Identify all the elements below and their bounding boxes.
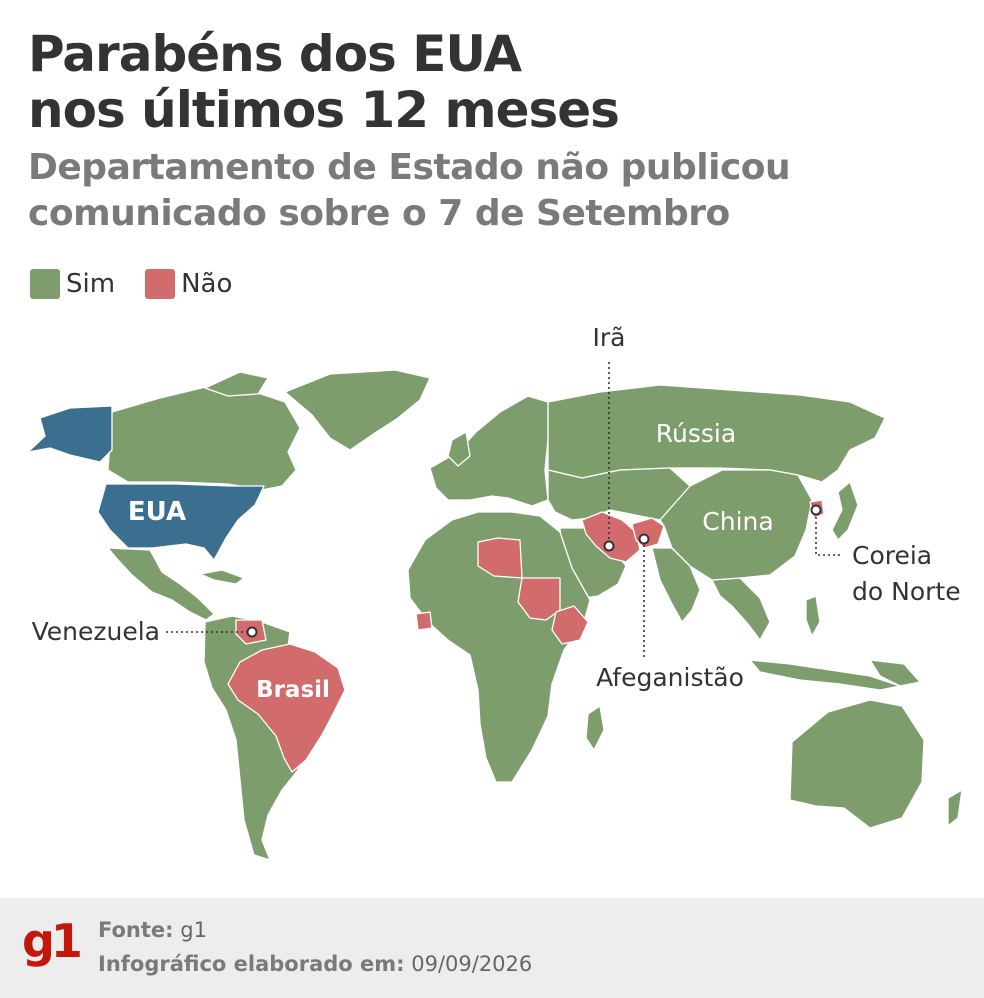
madagascar-region [585, 705, 605, 751]
brazil-region [227, 643, 346, 773]
label-eua: EUA [128, 497, 186, 527]
footer-source-label: Fonte: [98, 918, 174, 942]
canada-region [107, 385, 301, 491]
japan-region [831, 481, 859, 541]
british-isles-region [447, 431, 471, 467]
philippines-region [805, 595, 821, 637]
label-brasil: Brasil [256, 677, 330, 703]
world-map: EUA Brasil Rússia China Irã Afeganistão … [27, 323, 963, 861]
usa-region [97, 483, 265, 561]
legend-label-sim: Sim [66, 269, 116, 299]
footer: g1 Fonte: g1 Infográfico elaborado em: 0… [0, 898, 984, 998]
legend-swatch-sim [30, 269, 60, 299]
label-afeganistao: Afeganistão [596, 663, 744, 692]
footer-date: Infográfico elaborado em: 09/09/2026 [98, 952, 532, 976]
alaska-region [27, 405, 113, 463]
footer-source-value: g1 [180, 918, 207, 942]
australia-region [789, 699, 925, 829]
ethiopia-region [551, 605, 589, 645]
page-title: Parabéns dos EUA nos últimos 12 meses [28, 25, 620, 139]
papua-region [869, 659, 921, 687]
legend-item-nao: Não [145, 269, 232, 299]
china-region [659, 469, 813, 581]
label-russia: Rússia [656, 419, 736, 448]
sudan-region [517, 577, 561, 621]
iran-region [581, 511, 641, 563]
legend-item-sim: Sim [30, 269, 115, 299]
southeast-asia-region [711, 577, 771, 641]
label-ira: Irã [593, 323, 626, 352]
title-line-1: Parabéns dos EUA [28, 25, 522, 83]
subtitle-line-2: comunicado sobre o 7 de Setembro [28, 193, 730, 234]
caribbean-region [199, 569, 245, 585]
arctic-islands-region [204, 371, 269, 397]
afeganistao-marker [638, 533, 650, 545]
west-africa-small-region [415, 611, 433, 631]
label-coreia-line-1: Coreia [852, 541, 932, 570]
footer-date-value: 09/09/2026 [411, 952, 533, 976]
europe-region [429, 395, 549, 507]
legend: Sim Não [30, 268, 262, 300]
coreia-marker [810, 504, 822, 516]
page-subtitle: Departamento de Estado não publicou comu… [28, 145, 791, 237]
footer-date-label: Infográfico elaborado em: [98, 952, 405, 976]
subtitle-line-1: Departamento de Estado não publicou [28, 147, 791, 188]
ira-marker [603, 540, 615, 552]
g1-logo: g1 [22, 914, 83, 968]
new-zealand-region [947, 789, 963, 827]
mexico-central-america-region [107, 547, 215, 621]
legend-label-nao: Não [181, 269, 233, 299]
indonesia-region [749, 659, 901, 691]
label-china: China [702, 507, 773, 536]
venezuela-marker [246, 626, 258, 638]
footer-source: Fonte: g1 [98, 918, 207, 942]
label-venezuela: Venezuela [32, 617, 160, 646]
title-line-2: nos últimos 12 meses [28, 81, 620, 139]
coreia-leader-line [815, 512, 842, 556]
legend-swatch-nao [145, 269, 176, 299]
greenland-region [284, 369, 431, 451]
label-coreia-line-2: do Norte [852, 577, 961, 606]
